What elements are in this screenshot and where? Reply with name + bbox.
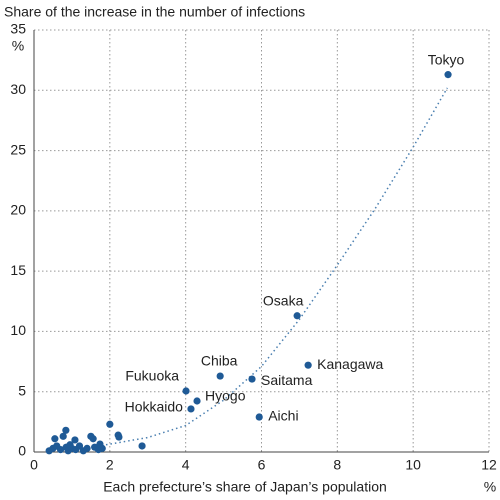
point [83,444,91,452]
point [71,436,79,444]
x-tick-label: 10 [405,457,421,473]
x-tick-label: 12 [481,457,497,473]
y-tick-label: 35 [10,21,26,37]
point [51,435,59,443]
point-label: Aichi [268,408,298,424]
point [255,413,263,421]
point [115,433,123,441]
point [62,426,70,434]
point [59,432,67,440]
y-tick-label: 5 [18,382,26,398]
y-tick-label: 30 [10,81,26,97]
point-label: Hyogo [205,388,246,404]
chart-title: Share of the increase in the number of i… [4,4,305,20]
point [193,397,201,405]
point [182,387,190,395]
x-axis-label: Each prefecture’s share of Japan’s popul… [103,479,387,495]
x-tick-label: 6 [258,457,266,473]
point [89,435,97,443]
y-tick-label: 20 [10,202,26,218]
point [56,445,65,454]
point-label: Kanagawa [317,356,383,372]
x-unit: % [484,479,496,495]
point-label: Fukuoka [125,368,179,384]
y-tick-label: 0 [18,443,26,459]
point-label: Tokyo [428,51,465,67]
point [138,442,146,450]
point [248,375,256,383]
x-tick-label: 0 [30,457,38,473]
point [106,420,114,428]
y-tick-label: 10 [10,322,26,338]
point-label: Osaka [263,292,304,308]
point [304,361,312,369]
point-label: Hokkaido [125,399,184,415]
point-label: Saitama [261,372,313,388]
point [293,312,301,320]
point [98,444,106,452]
trend-line [105,87,448,446]
point-label: Chiba [201,353,238,369]
x-tick-label: 8 [333,457,341,473]
y-unit: % [12,38,24,54]
point [187,405,195,413]
point [216,372,224,380]
point [75,442,84,450]
x-tick-label: 2 [106,457,114,473]
y-tick-label: 25 [10,141,26,157]
x-tick-label: 4 [182,457,190,473]
y-tick-label: 15 [10,262,26,278]
point [444,71,452,79]
